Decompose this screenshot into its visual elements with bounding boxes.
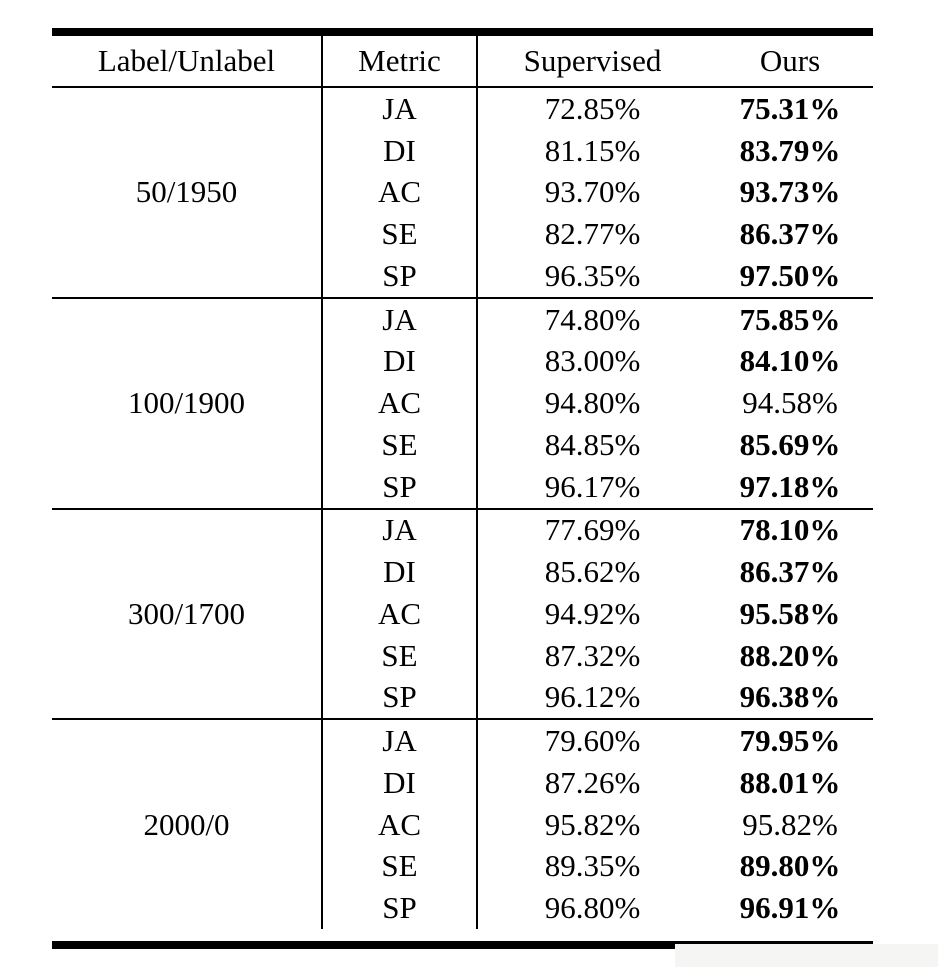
supervised-value-cell: 72.85% <box>544 90 641 126</box>
table-row: SP 96.35% 97.50% <box>52 255 873 298</box>
table-group-300-1700: 300/1700 JA 77.69% 78.10% DI 85.62% 86.3… <box>52 508 873 720</box>
metric-cell: SE <box>322 213 478 255</box>
metric-cell: JA <box>322 508 478 552</box>
table-row: DI 85.62% 86.37% <box>52 551 873 593</box>
table-row: 50/1950 JA 72.85% 75.31% <box>52 87 873 298</box>
ours-value-cell: 95.82% <box>742 806 838 842</box>
supervised-value-cell: 94.80% <box>544 385 641 421</box>
table-header-row: Label/Unlabel Metric Supervised Ours <box>52 36 873 88</box>
supervised-value-cell: 96.80% <box>544 890 641 926</box>
header-ours: Ours <box>707 36 873 88</box>
metric-cell: SE <box>322 424 478 466</box>
metric-cell: AC <box>322 803 478 846</box>
supervised-value-cell: 94.92% <box>544 595 641 631</box>
metric-cell: SE <box>322 845 478 888</box>
table-row: SE 82.77% 86.37% <box>52 213 873 255</box>
results-table: Label/Unlabel Metric Supervised Ours 50/… <box>52 36 873 929</box>
table-row: SP 96.80% 96.91% <box>52 887 873 929</box>
ours-value-cell: 83.79% <box>739 132 841 168</box>
table-row: AC 93.70% 93.73% <box>52 171 873 214</box>
metric-cell: DI <box>322 762 478 804</box>
supervised-value-cell: 84.85% <box>544 426 641 462</box>
ours-value-cell: 96.91% <box>739 890 841 926</box>
ours-value-cell: 79.95% <box>739 723 841 759</box>
group-label-cell: 2000/0 <box>52 719 323 929</box>
ours-value-cell: 94.58% <box>742 385 838 421</box>
table-row: 2000/0 JA 79.60% 79.95% <box>52 719 873 929</box>
ours-value-cell: 89.80% <box>739 848 841 884</box>
ours-value-cell: 88.01% <box>739 764 841 800</box>
supervised-value-cell: 96.35% <box>544 257 641 293</box>
table-bottom-rule <box>52 941 873 949</box>
table-row: AC 95.82% 95.82% <box>52 803 873 846</box>
supervised-value-cell: 79.60% <box>544 723 641 759</box>
table-row: SE 87.32% 88.20% <box>52 634 873 677</box>
ours-value-cell: 85.69% <box>739 426 841 462</box>
ours-value-cell: 86.37% <box>739 216 841 252</box>
supervised-value-cell: 87.32% <box>544 637 641 673</box>
supervised-value-cell: 96.17% <box>544 468 641 504</box>
table-row: DI 87.26% 88.01% <box>52 762 873 804</box>
table-row: AC 94.92% 95.58% <box>52 593 873 635</box>
table-row: 300/1700 JA 77.69% 78.10% <box>52 508 873 720</box>
metric-cell: DI <box>322 129 478 172</box>
metric-cell: AC <box>322 593 478 635</box>
metric-cell: SP <box>322 465 478 509</box>
supervised-value-cell: 85.62% <box>544 554 641 590</box>
metric-cell: SP <box>322 676 478 720</box>
scan-artifact <box>675 944 938 967</box>
metric-cell: JA <box>322 297 478 341</box>
supervised-value-cell: 74.80% <box>544 301 641 337</box>
metric-cell: SE <box>322 634 478 677</box>
group-label-cell: 50/1950 <box>52 87 323 298</box>
table-row: SE 84.85% 85.69% <box>52 424 873 466</box>
metric-cell: AC <box>322 382 478 424</box>
metric-cell: SP <box>322 887 478 929</box>
ours-value-cell: 78.10% <box>739 512 841 548</box>
metric-cell: JA <box>322 87 478 130</box>
ours-value-cell: 88.20% <box>739 637 841 673</box>
table-row: DI 81.15% 83.79% <box>52 129 873 172</box>
supervised-value-cell: 81.15% <box>544 132 641 168</box>
supervised-value-cell: 96.12% <box>544 679 641 715</box>
metric-cell: DI <box>322 551 478 593</box>
metric-cell: AC <box>322 171 478 214</box>
supervised-value-cell: 77.69% <box>544 512 641 548</box>
table-row: SE 89.35% 89.80% <box>52 845 873 888</box>
supervised-value-cell: 82.77% <box>544 216 641 252</box>
results-table-container: Label/Unlabel Metric Supervised Ours 50/… <box>52 28 873 949</box>
supervised-value-cell: 95.82% <box>544 806 641 842</box>
ours-value-cell: 86.37% <box>739 554 841 590</box>
ours-value-cell: 93.73% <box>739 174 841 210</box>
header-label-unlabel: Label/Unlabel <box>52 36 323 88</box>
group-label-cell: 300/1700 <box>52 508 323 720</box>
table-row: DI 83.00% 84.10% <box>52 340 873 383</box>
supervised-value-cell: 83.00% <box>544 343 641 379</box>
supervised-value-cell: 87.26% <box>544 764 641 800</box>
ours-value-cell: 75.85% <box>739 301 841 337</box>
table-group-2000-0: 2000/0 JA 79.60% 79.95% DI 87.26% 88.01%… <box>52 719 873 929</box>
metric-cell: JA <box>322 719 478 762</box>
table-row: SP 96.12% 96.38% <box>52 676 873 720</box>
supervised-value-cell: 89.35% <box>544 848 641 884</box>
metric-cell: DI <box>322 340 478 383</box>
table-row: AC 94.80% 94.58% <box>52 382 873 424</box>
ours-value-cell: 97.50% <box>739 257 841 293</box>
ours-value-cell: 95.58% <box>739 595 841 631</box>
table-group-50-1950: 50/1950 JA 72.85% 75.31% DI 81.15% 83.79… <box>52 87 873 298</box>
ours-value-cell: 97.18% <box>739 468 841 504</box>
header-supervised: Supervised <box>477 36 707 88</box>
supervised-value-cell: 93.70% <box>544 174 641 210</box>
ours-value-cell: 75.31% <box>739 90 841 126</box>
table-row: 100/1900 JA 74.80% 75.85% <box>52 297 873 509</box>
ours-value-cell: 96.38% <box>739 679 841 715</box>
ours-value-cell: 84.10% <box>739 343 841 379</box>
group-label-cell: 100/1900 <box>52 297 323 509</box>
metric-cell: SP <box>322 255 478 298</box>
table-group-100-1900: 100/1900 JA 74.80% 75.85% DI 83.00% 84.1… <box>52 297 873 509</box>
header-metric: Metric <box>322 36 478 88</box>
table-top-rule <box>52 28 873 36</box>
table-row: SP 96.17% 97.18% <box>52 465 873 509</box>
